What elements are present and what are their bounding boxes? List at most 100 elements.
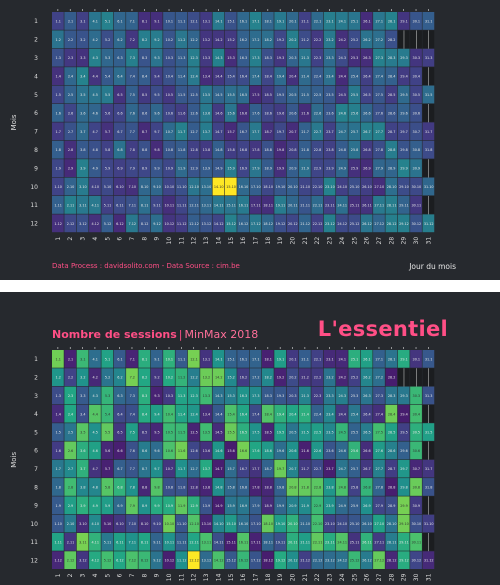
heatmap-cell — [373, 196, 385, 214]
heatmap-cell — [422, 140, 435, 159]
cell-label: 29.1 — [400, 357, 408, 361]
cell-label: 20.12 — [288, 222, 298, 226]
heatmap-cell — [224, 159, 237, 177]
cell-label: 19.8 — [277, 148, 285, 152]
heatmap-cell — [113, 368, 126, 386]
heatmap-cell — [76, 104, 89, 122]
cell-label: 22.1 — [314, 357, 322, 361]
cell-label: 17.6 — [252, 111, 260, 115]
cell-label: 27.9 — [375, 504, 383, 508]
cell-label: 10.4 — [166, 412, 174, 416]
cell-label: 5.8 — [105, 148, 110, 152]
cell-label: 23.4 — [326, 412, 334, 416]
heatmap-cell — [410, 104, 422, 122]
cell-label: 3.1 — [80, 19, 85, 23]
cell-label: 13.2 — [203, 376, 211, 380]
heatmap-cell — [76, 496, 89, 515]
heatmap-cell — [76, 533, 89, 551]
cell-label: 9.4 — [154, 412, 159, 416]
heatmap-cell — [175, 533, 188, 551]
cell-label: 30.10 — [411, 522, 421, 526]
cell-label: 21.5 — [301, 431, 309, 435]
heatmap-cell — [212, 12, 225, 30]
cell-label: 24.6 — [338, 111, 346, 115]
heatmap-cell — [175, 496, 188, 515]
heatmap-cell — [373, 459, 385, 478]
heatmap-cell — [360, 122, 373, 141]
cell-label: 19.8 — [277, 485, 285, 489]
cell-label: 10.9 — [166, 504, 174, 508]
x-tick-label: 3 — [80, 237, 87, 241]
heatmap-cell — [286, 67, 299, 85]
cell-label: 7.2 — [130, 376, 135, 380]
cell-label: 2.12 — [67, 222, 75, 226]
heatmap-cell — [187, 514, 200, 533]
cell-label: 30.9 — [413, 167, 421, 171]
heatmap-cell — [175, 214, 188, 233]
cell-label: 29.8 — [400, 148, 408, 152]
x-tick-label: 4 — [92, 237, 99, 241]
heatmap-cell — [163, 196, 175, 214]
heatmap-cell — [261, 459, 274, 478]
cell-label: 21.9 — [301, 504, 309, 508]
heatmap-cell — [163, 496, 175, 515]
cell-label: 2.8 — [68, 485, 73, 489]
heatmap-cell — [76, 30, 89, 49]
x-tick-label: 5 — [104, 573, 111, 577]
cell-label: 2.7 — [68, 467, 73, 471]
cell-label: 12.6 — [190, 111, 198, 115]
cell-label: 9.5 — [154, 93, 159, 97]
heatmap-cell — [52, 551, 64, 569]
cell-label: 18.9 — [264, 167, 272, 171]
cell-label: 28.4 — [388, 412, 396, 416]
heatmap-cell — [187, 496, 200, 515]
heatmap-cell — [336, 67, 348, 85]
cell-label: 20.10 — [288, 522, 298, 526]
cell-label: 24.4 — [338, 412, 346, 416]
cell-label: 9.10 — [153, 185, 161, 189]
cell-label: 11.10 — [177, 185, 187, 189]
cell-label: 9.12 — [153, 222, 161, 226]
cell-label: 28.11 — [387, 540, 397, 544]
heatmap-cell — [323, 350, 336, 368]
cell-label: 19.9 — [277, 167, 285, 171]
heatmap-cell — [336, 404, 348, 423]
heatmap-cell — [89, 140, 101, 159]
cell-label: 16.6 — [240, 111, 248, 115]
cell-label: 6.10 — [116, 522, 124, 526]
heatmap-cell — [150, 12, 163, 30]
heatmap-cell — [261, 386, 274, 405]
cell-label: 18.2 — [264, 38, 272, 42]
heatmap-cell — [299, 441, 311, 460]
cell-label: 2.11 — [67, 540, 75, 544]
heatmap-cell — [373, 423, 385, 441]
cell-label: 10.7 — [166, 467, 174, 471]
cell-label: 19.6 — [277, 449, 285, 453]
heatmap-cell — [311, 214, 324, 233]
heatmap-cell — [175, 159, 188, 177]
cell-label: 10.12 — [164, 222, 174, 226]
heatmap-cell — [299, 423, 311, 441]
heatmap-cell — [187, 551, 200, 569]
x-tick-label: 21 — [302, 237, 309, 245]
cell-label: 8.1 — [142, 19, 147, 23]
heatmap-cell — [175, 404, 188, 423]
heatmap-cell — [150, 368, 163, 386]
heatmap-cell — [274, 496, 287, 515]
cell-label: 12.5 — [190, 431, 198, 435]
heatmap-cell — [126, 177, 138, 196]
cell-label: 3.2 — [80, 376, 85, 380]
cell-label: 10.4 — [166, 75, 174, 79]
cell-label: 4.4 — [93, 412, 98, 416]
cell-label: 7.1 — [130, 357, 135, 361]
heatmap-cell — [212, 386, 225, 405]
heatmap-cell — [163, 533, 175, 551]
cell-label: 4.6 — [93, 111, 98, 115]
cell-label: 25.1 — [351, 357, 359, 361]
cell-label: 28.2 — [388, 376, 396, 380]
cell-label: 2.7 — [68, 130, 73, 134]
cell-label: 11.5 — [178, 93, 186, 97]
heatmap-cell — [336, 177, 348, 196]
cell-label: 13.6 — [203, 111, 211, 115]
heatmap-cell — [224, 386, 237, 405]
